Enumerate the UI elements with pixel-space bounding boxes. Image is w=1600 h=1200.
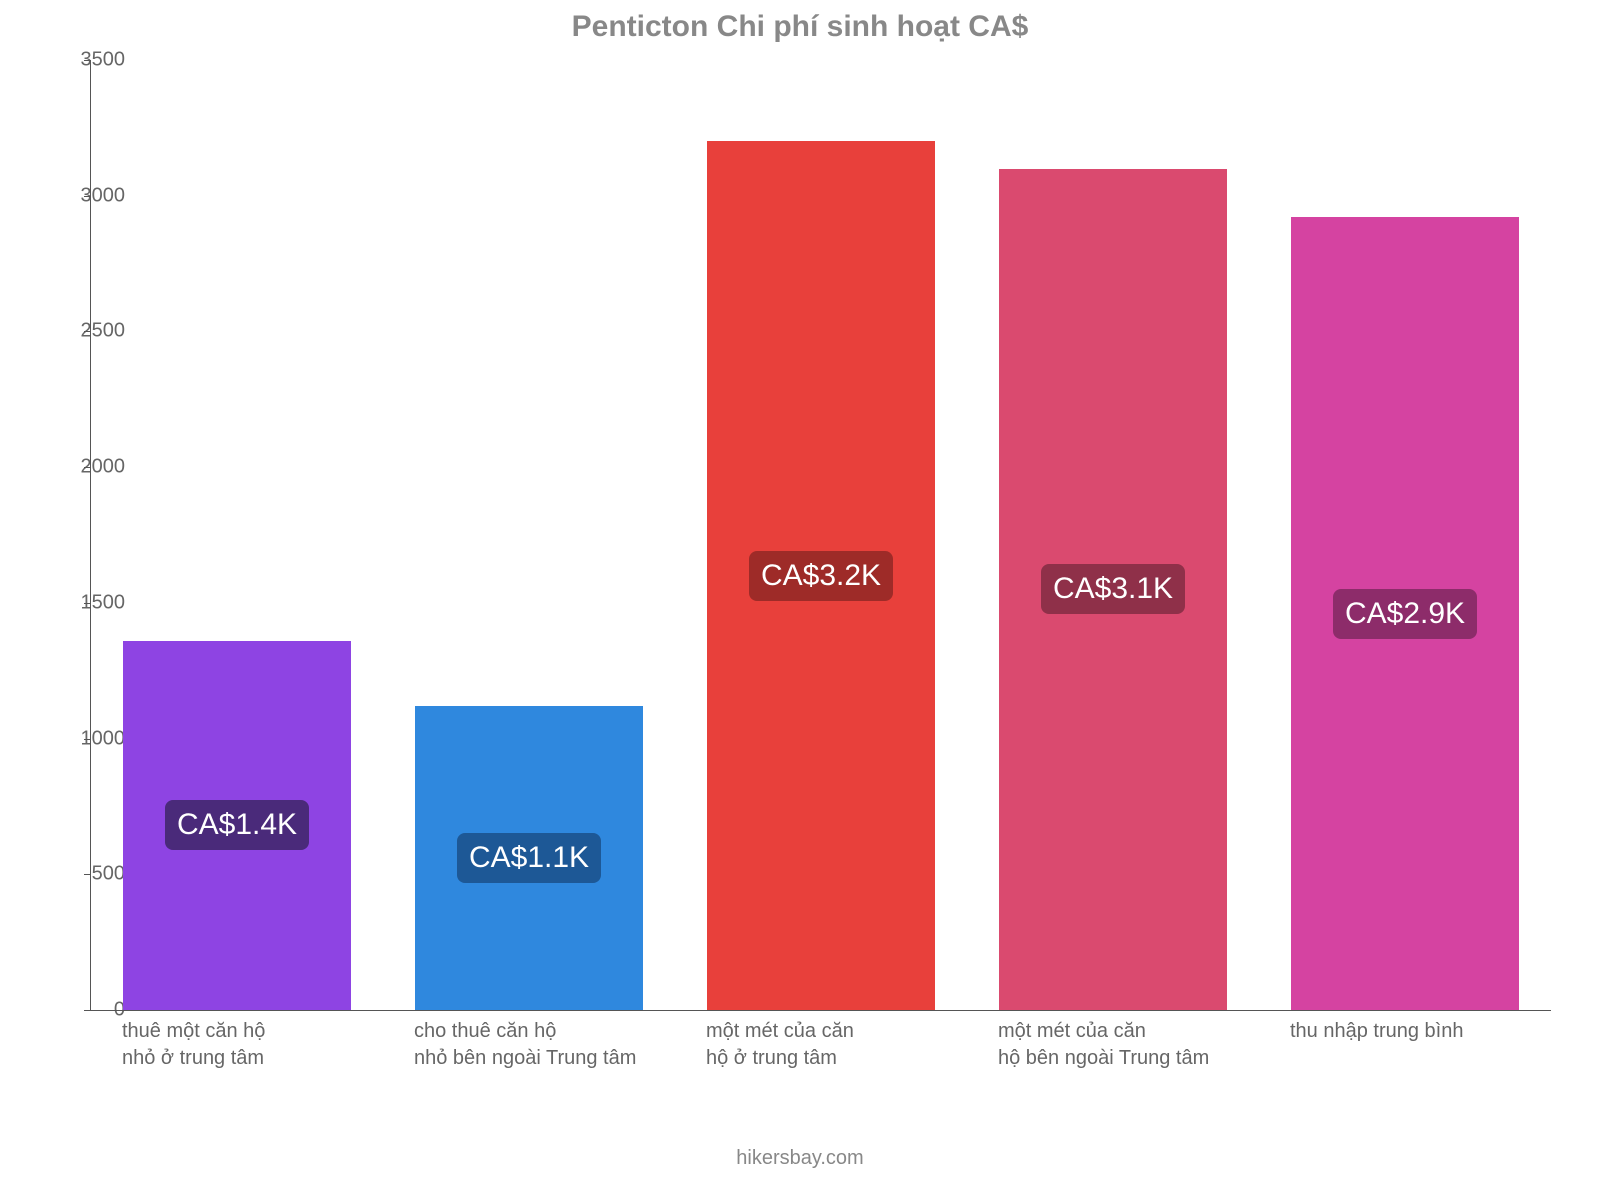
bar-slot: CA$3.2K	[675, 60, 967, 1010]
bar: CA$3.1K	[999, 169, 1227, 1010]
bar: CA$3.2K	[707, 141, 935, 1010]
bar: CA$1.4K	[123, 641, 351, 1010]
bar-value-label: CA$1.1K	[457, 833, 601, 883]
x-label-slot: thuê một căn hộ nhỏ ở trung tâm	[90, 1018, 382, 1072]
bars-group: CA$1.4K CA$1.1K CA$3.2K CA$3.1K CA$2.9K	[91, 60, 1551, 1010]
chart-title: Penticton Chi phí sinh hoạt CA$	[0, 10, 1600, 44]
x-axis-label: thuê một căn hộ nhỏ ở trung tâm	[122, 1018, 265, 1072]
bar: CA$2.9K	[1291, 217, 1519, 1010]
chart-footer: hikersbay.com	[0, 1147, 1600, 1170]
x-axis-label: một mét của căn hộ bên ngoài Trung tâm	[998, 1018, 1209, 1072]
x-label-slot: cho thuê căn hộ nhỏ bên ngoài Trung tâm	[382, 1018, 674, 1072]
bar-value-label: CA$3.2K	[749, 551, 893, 601]
bar-slot: CA$3.1K	[967, 60, 1259, 1010]
bar-slot: CA$1.1K	[383, 60, 675, 1010]
x-axis-labels: thuê một căn hộ nhỏ ở trung tâm cho thuê …	[90, 1018, 1550, 1072]
chart-container: Penticton Chi phí sinh hoạt CA$ 05001000…	[0, 0, 1600, 1200]
bar-slot: CA$2.9K	[1259, 60, 1551, 1010]
bar-value-label: CA$1.4K	[165, 800, 309, 850]
plot-area: CA$1.4K CA$1.1K CA$3.2K CA$3.1K CA$2.9K	[90, 60, 1551, 1011]
x-label-slot: thu nhập trung bình	[1258, 1018, 1550, 1072]
x-axis-label: thu nhập trung bình	[1290, 1018, 1463, 1072]
bar-slot: CA$1.4K	[91, 60, 383, 1010]
x-label-slot: một mét của căn hộ bên ngoài Trung tâm	[966, 1018, 1258, 1072]
x-axis-label: một mét của căn hộ ở trung tâm	[706, 1018, 854, 1072]
x-axis-label: cho thuê căn hộ nhỏ bên ngoài Trung tâm	[414, 1018, 636, 1072]
bar-value-label: CA$3.1K	[1041, 564, 1185, 614]
bar-value-label: CA$2.9K	[1333, 589, 1477, 639]
x-label-slot: một mét của căn hộ ở trung tâm	[674, 1018, 966, 1072]
bar: CA$1.1K	[415, 706, 643, 1010]
